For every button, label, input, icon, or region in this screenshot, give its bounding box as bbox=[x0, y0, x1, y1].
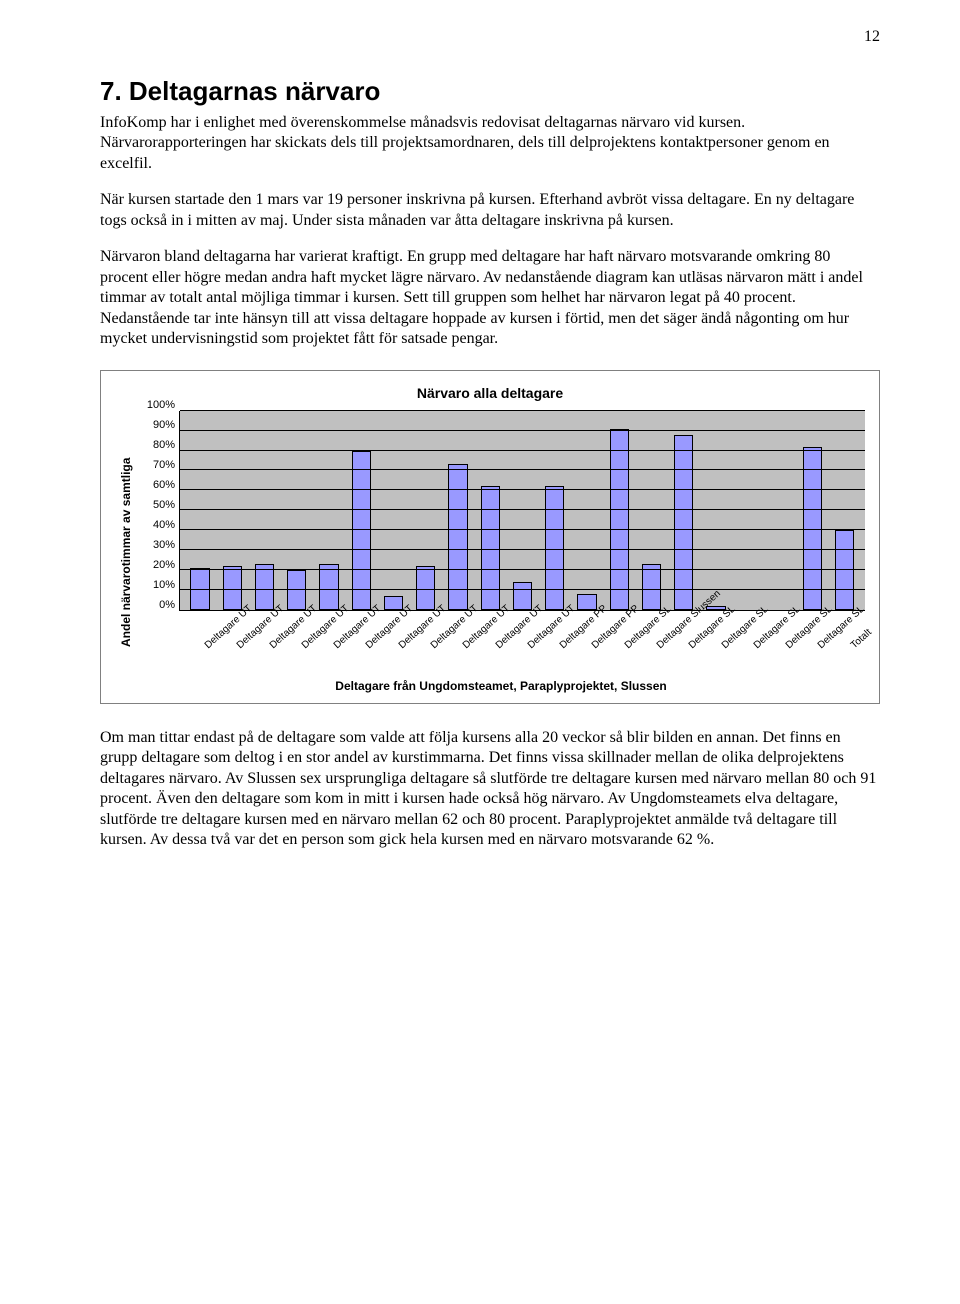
chart-x-axis-label: Deltagare från Ungdomsteamet, Paraplypro… bbox=[137, 679, 865, 693]
attendance-chart: Närvaro alla deltagare Andel närvarotimm… bbox=[100, 370, 880, 704]
page-number: 12 bbox=[864, 28, 880, 46]
chart-bar-slot bbox=[442, 411, 474, 610]
chart-bar bbox=[481, 486, 500, 609]
chart-bar-slot bbox=[603, 411, 635, 610]
chart-bar bbox=[674, 435, 693, 610]
chart-x-ticks: Deltagare UTDeltagare UTDeltagare UTDelt… bbox=[137, 615, 865, 675]
chart-plot-area bbox=[179, 411, 865, 611]
chart-bar-slot bbox=[184, 411, 216, 610]
paragraph-2: När kursen startade den 1 mars var 19 pe… bbox=[100, 190, 880, 231]
section-heading: 7. Deltagarnas närvaro bbox=[100, 76, 880, 107]
paragraph-1: InfoKomp har i enlighet med överenskomme… bbox=[100, 113, 880, 174]
chart-bar-slot bbox=[539, 411, 571, 610]
chart-bar-slot bbox=[248, 411, 280, 610]
chart-y-axis-label: Andel närvarotimmar av samtliga bbox=[115, 411, 137, 693]
paragraph-4: Om man tittar endast på de deltagare som… bbox=[100, 728, 880, 851]
chart-bar-slot bbox=[732, 411, 764, 610]
chart-bar-slot bbox=[796, 411, 828, 610]
chart-bar-slot bbox=[764, 411, 796, 610]
chart-bar-slot bbox=[313, 411, 345, 610]
chart-bar bbox=[610, 429, 629, 610]
chart-bar-slot bbox=[377, 411, 409, 610]
chart-bar-slot bbox=[410, 411, 442, 610]
chart-title: Närvaro alla deltagare bbox=[115, 385, 865, 401]
chart-bar-slot bbox=[281, 411, 313, 610]
chart-bar bbox=[803, 447, 822, 610]
chart-bar-slot bbox=[700, 411, 732, 610]
chart-bar-slot bbox=[506, 411, 538, 610]
chart-bar bbox=[545, 486, 564, 609]
chart-bar-slot bbox=[216, 411, 248, 610]
chart-bar bbox=[352, 451, 371, 610]
chart-bar-slot bbox=[829, 411, 861, 610]
chart-bar-slot bbox=[474, 411, 506, 610]
chart-y-ticks: 0%10%20%30%40%50%60%70%80%90%100% bbox=[137, 411, 179, 611]
chart-bar-slot bbox=[635, 411, 667, 610]
chart-bars-container bbox=[180, 411, 865, 610]
chart-bar-slot bbox=[345, 411, 377, 610]
chart-bar-slot bbox=[668, 411, 700, 610]
chart-bar-slot bbox=[571, 411, 603, 610]
paragraph-3: Närvaron bland deltagarna har varierat k… bbox=[100, 247, 880, 349]
